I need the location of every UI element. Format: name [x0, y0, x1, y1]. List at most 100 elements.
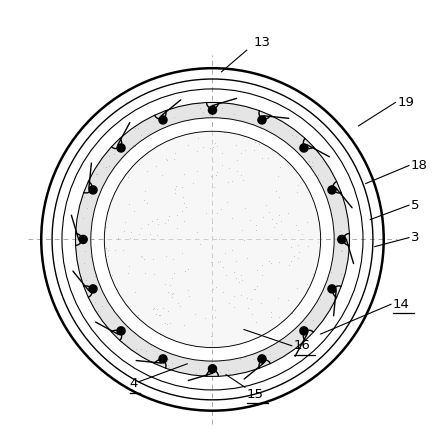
Point	[77, 272, 84, 279]
Point	[317, 295, 324, 303]
Point	[203, 371, 210, 378]
Point	[168, 274, 175, 281]
Point	[232, 258, 239, 265]
Point	[255, 141, 262, 148]
Point	[174, 300, 181, 307]
Point	[303, 218, 311, 225]
Point	[329, 190, 336, 197]
Point	[158, 171, 165, 178]
Point	[136, 161, 143, 168]
Point	[108, 271, 115, 278]
Point	[192, 370, 199, 377]
Point	[266, 357, 273, 364]
Point	[171, 114, 178, 121]
Point	[131, 207, 138, 214]
Point	[127, 235, 134, 242]
Point	[92, 171, 99, 178]
Text: 16: 16	[294, 339, 311, 352]
Point	[208, 172, 215, 179]
Point	[150, 270, 157, 277]
Point	[254, 266, 261, 273]
Point	[308, 158, 315, 165]
Point	[258, 272, 265, 279]
Point	[285, 209, 292, 216]
Circle shape	[328, 285, 336, 293]
Point	[148, 343, 155, 350]
Point	[268, 309, 275, 316]
Point	[135, 311, 142, 318]
Point	[253, 222, 260, 229]
Circle shape	[117, 327, 125, 335]
Point	[246, 216, 253, 223]
Point	[181, 218, 188, 225]
Point	[150, 305, 157, 312]
Point	[338, 271, 345, 278]
Point	[144, 220, 151, 228]
Point	[199, 109, 206, 116]
Point	[319, 157, 326, 164]
Point	[210, 159, 217, 166]
Point	[127, 229, 134, 236]
Point	[304, 242, 311, 249]
Point	[155, 221, 162, 228]
Point	[226, 299, 233, 306]
Point	[239, 227, 246, 234]
Point	[257, 300, 264, 307]
Point	[214, 258, 222, 265]
Point	[170, 269, 177, 276]
Point	[152, 163, 159, 170]
Point	[126, 262, 133, 269]
Point	[327, 304, 334, 311]
Point	[163, 320, 171, 327]
Point	[170, 290, 177, 297]
Point	[253, 318, 260, 325]
Point	[103, 223, 110, 230]
Point	[179, 207, 186, 214]
Point	[294, 188, 301, 195]
Text: 13: 13	[253, 37, 271, 49]
Point	[203, 209, 210, 216]
Point	[230, 269, 237, 276]
Point	[141, 188, 148, 195]
Circle shape	[258, 355, 266, 363]
Point	[196, 240, 203, 247]
Point	[233, 366, 240, 374]
Point	[180, 170, 187, 177]
Circle shape	[328, 186, 336, 194]
Point	[162, 220, 169, 227]
Point	[264, 154, 271, 161]
Point	[225, 367, 232, 374]
Point	[207, 111, 214, 118]
Point	[164, 356, 171, 363]
Point	[140, 353, 147, 360]
Point	[164, 307, 171, 314]
Point	[259, 261, 266, 268]
Point	[155, 311, 162, 318]
Circle shape	[300, 327, 308, 335]
Text: 5: 5	[411, 199, 419, 212]
Point	[266, 351, 273, 358]
Point	[250, 285, 257, 292]
Point	[253, 227, 260, 234]
Point	[243, 294, 250, 301]
Point	[211, 307, 218, 314]
Point	[132, 345, 139, 352]
Point	[231, 110, 238, 117]
Point	[213, 171, 220, 178]
Point	[254, 282, 261, 289]
Point	[196, 366, 203, 373]
Polygon shape	[75, 102, 350, 377]
Point	[124, 269, 132, 277]
Point	[295, 242, 302, 249]
Point	[157, 330, 164, 337]
Point	[120, 228, 128, 235]
Point	[288, 244, 295, 251]
Point	[212, 314, 219, 321]
Point	[168, 359, 175, 366]
Point	[166, 213, 173, 220]
Point	[218, 162, 225, 169]
Point	[295, 227, 302, 234]
Point	[169, 290, 176, 297]
Point	[315, 239, 322, 246]
Point	[82, 276, 89, 283]
